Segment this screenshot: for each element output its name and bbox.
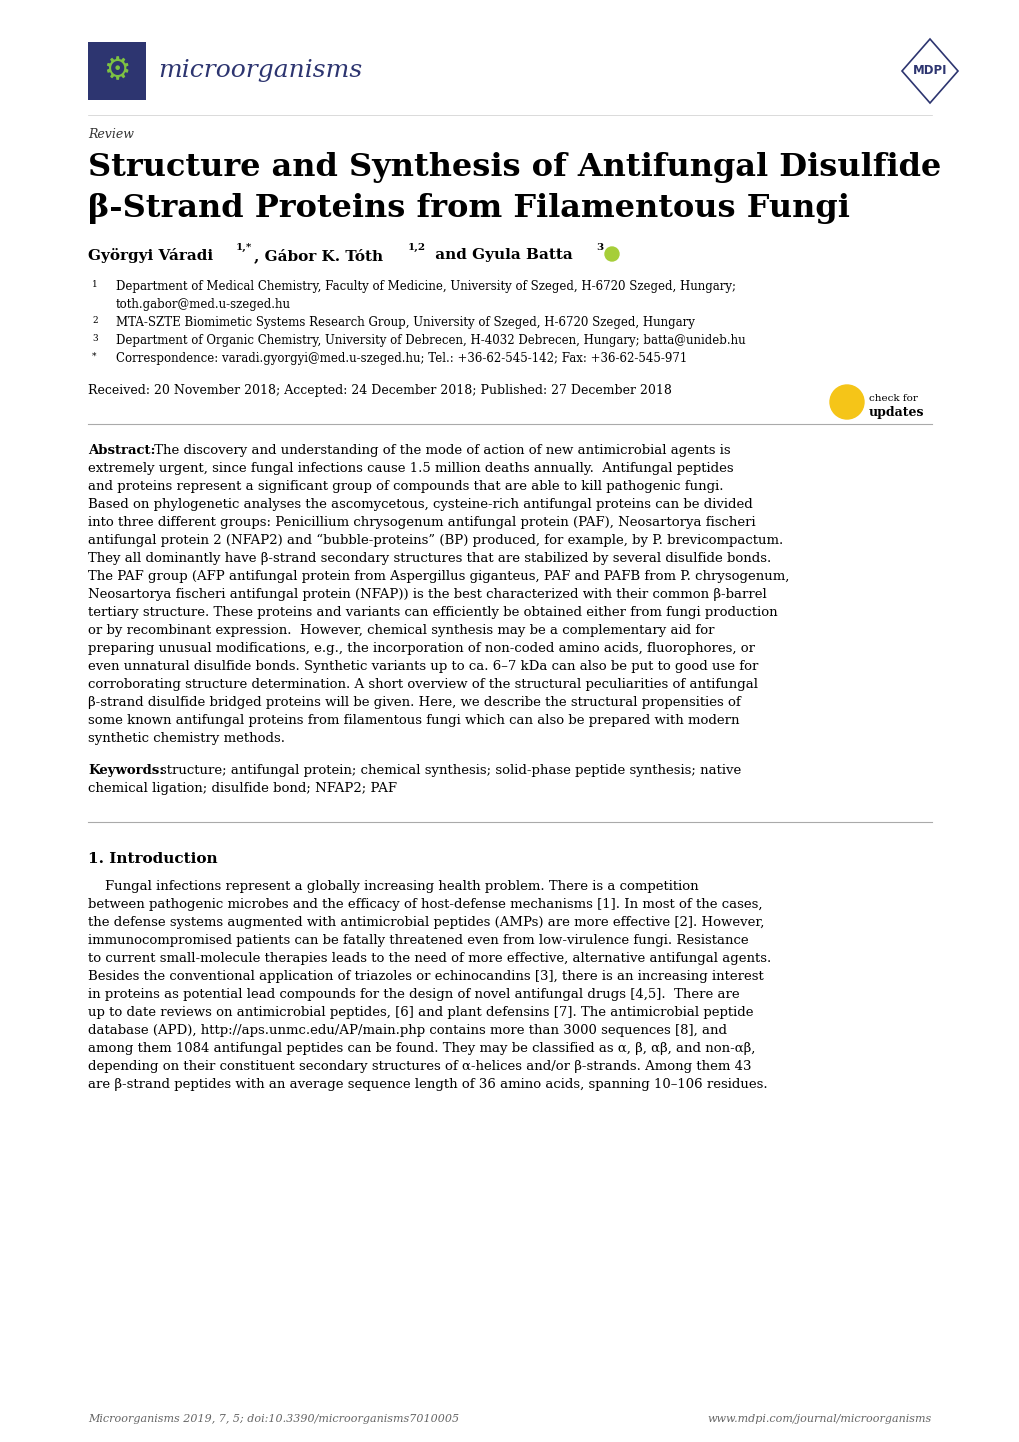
Text: Györgyi Váradi: Györgyi Váradi <box>88 248 213 262</box>
Text: The discovery and understanding of the mode of action of new antimicrobial agent: The discovery and understanding of the m… <box>150 444 730 457</box>
Text: ✓: ✓ <box>840 395 853 410</box>
Text: the defense systems augmented with antimicrobial peptides (AMPs) are more effect: the defense systems augmented with antim… <box>88 916 763 929</box>
Text: antifungal protein 2 (NFAP2) and “bubble-proteins” (BP) produced, for example, b: antifungal protein 2 (NFAP2) and “bubble… <box>88 534 783 547</box>
Text: Neosartorya fischeri antifungal protein (NFAP)) is the best characterized with t: Neosartorya fischeri antifungal protein … <box>88 588 766 601</box>
Text: 1,*: 1,* <box>235 244 252 252</box>
Text: corroborating structure determination. A short overview of the structural peculi: corroborating structure determination. A… <box>88 678 757 691</box>
Text: Department of Organic Chemistry, University of Debrecen, H-4032 Debrecen, Hungar: Department of Organic Chemistry, Univers… <box>116 335 745 348</box>
Text: The PAF group (AFP antifungal protein from Aspergillus giganteus, PAF and PAFB f: The PAF group (AFP antifungal protein fr… <box>88 570 789 583</box>
Text: Structure and Synthesis of Antifungal Disulfide: Structure and Synthesis of Antifungal Di… <box>88 151 941 183</box>
Text: 1: 1 <box>92 280 98 288</box>
Text: in proteins as potential lead compounds for the design of novel antifungal drugs: in proteins as potential lead compounds … <box>88 988 739 1001</box>
Text: between pathogenic microbes and the efficacy of host-defense mechanisms [1]. In : between pathogenic microbes and the effi… <box>88 898 762 911</box>
Circle shape <box>604 247 619 261</box>
Text: and Gyula Batta: and Gyula Batta <box>430 248 573 262</box>
Text: into three different groups: Penicillium chrysogenum antifungal protein (PAF), N: into three different groups: Penicillium… <box>88 516 755 529</box>
Text: some known antifungal proteins from filamentous fungi which can also be prepared: some known antifungal proteins from fila… <box>88 714 739 727</box>
Text: MTA-SZTE Biomimetic Systems Research Group, University of Szeged, H-6720 Szeged,: MTA-SZTE Biomimetic Systems Research Gro… <box>116 316 694 329</box>
Text: among them 1084 antifungal peptides can be found. They may be classified as α, β: among them 1084 antifungal peptides can … <box>88 1043 755 1056</box>
Text: Correspondence: varadi.gyorgyi@med.u-szeged.hu; Tel.: +36-62-545-142; Fax: +36-6: Correspondence: varadi.gyorgyi@med.u-sze… <box>116 352 687 365</box>
Text: β-Strand Proteins from Filamentous Fungi: β-Strand Proteins from Filamentous Fungi <box>88 193 849 224</box>
Text: microorganisms: microorganisms <box>158 59 362 82</box>
Text: 1,2: 1,2 <box>408 244 426 252</box>
Text: ⚙: ⚙ <box>103 56 130 85</box>
Text: MDPI: MDPI <box>912 65 947 78</box>
Text: toth.gabor@med.u-szeged.hu: toth.gabor@med.u-szeged.hu <box>116 298 290 311</box>
Text: synthetic chemistry methods.: synthetic chemistry methods. <box>88 733 284 746</box>
Text: check for: check for <box>868 394 917 402</box>
Text: updates: updates <box>868 407 923 420</box>
Text: extremely urgent, since fungal infections cause 1.5 million deaths annually.  An: extremely urgent, since fungal infection… <box>88 461 733 474</box>
Text: , Gábor K. Tóth: , Gábor K. Tóth <box>254 248 383 262</box>
Text: Microorganisms 2019, 7, 5; doi:10.3390/microorganisms7010005: Microorganisms 2019, 7, 5; doi:10.3390/m… <box>88 1415 459 1425</box>
Text: They all dominantly have β-strand secondary structures that are stabilized by se: They all dominantly have β-strand second… <box>88 552 770 565</box>
Text: tertiary structure. These proteins and variants can efficiently be obtained eith: tertiary structure. These proteins and v… <box>88 606 776 619</box>
Text: iD: iD <box>608 251 614 257</box>
Text: database (APD), http://aps.unmc.edu/AP/main.php contains more than 3000 sequence: database (APD), http://aps.unmc.edu/AP/m… <box>88 1024 727 1037</box>
Text: Department of Medical Chemistry, Faculty of Medicine, University of Szeged, H-67: Department of Medical Chemistry, Faculty… <box>116 280 736 293</box>
Text: 1. Introduction: 1. Introduction <box>88 852 217 867</box>
Polygon shape <box>901 39 957 102</box>
Text: Keywords:: Keywords: <box>88 764 164 777</box>
Text: Besides the conventional application of triazoles or echinocandins [3], there is: Besides the conventional application of … <box>88 970 763 983</box>
Text: immunocompromised patients can be fatally threatened even from low-virulence fun: immunocompromised patients can be fatall… <box>88 934 748 947</box>
Text: β-strand disulfide bridged proteins will be given. Here, we describe the structu: β-strand disulfide bridged proteins will… <box>88 696 740 709</box>
Text: Review: Review <box>88 128 133 141</box>
Text: or by recombinant expression.  However, chemical synthesis may be a complementar: or by recombinant expression. However, c… <box>88 624 713 637</box>
Text: structure; antifungal protein; chemical synthesis; solid-phase peptide synthesis: structure; antifungal protein; chemical … <box>160 764 741 777</box>
Text: Abstract:: Abstract: <box>88 444 155 457</box>
Text: and proteins represent a significant group of compounds that are able to kill pa: and proteins represent a significant gro… <box>88 480 722 493</box>
Text: even unnatural disulfide bonds. Synthetic variants up to ca. 6–7 kDa can also be: even unnatural disulfide bonds. Syntheti… <box>88 660 758 673</box>
Text: www.mdpi.com/journal/microorganisms: www.mdpi.com/journal/microorganisms <box>707 1415 931 1425</box>
Text: Received: 20 November 2018; Accepted: 24 December 2018; Published: 27 December 2: Received: 20 November 2018; Accepted: 24… <box>88 384 672 397</box>
Circle shape <box>829 385 863 420</box>
Text: Based on phylogenetic analyses the ascomycetous, cysteine-rich antifungal protei: Based on phylogenetic analyses the ascom… <box>88 497 752 510</box>
Text: 3: 3 <box>92 335 98 343</box>
Text: preparing unusual modifications, e.g., the incorporation of non-coded amino acid: preparing unusual modifications, e.g., t… <box>88 642 754 655</box>
Text: are β-strand peptides with an average sequence length of 36 amino acids, spannin: are β-strand peptides with an average se… <box>88 1079 767 1092</box>
Text: depending on their constituent secondary structures of α-helices and/or β-strand: depending on their constituent secondary… <box>88 1060 751 1073</box>
Text: up to date reviews on antimicrobial peptides, [6] and plant defensins [7]. The a: up to date reviews on antimicrobial pept… <box>88 1007 753 1019</box>
Text: chemical ligation; disulfide bond; NFAP2; PAF: chemical ligation; disulfide bond; NFAP2… <box>88 782 396 795</box>
Text: Fungal infections represent a globally increasing health problem. There is a com: Fungal infections represent a globally i… <box>88 880 698 893</box>
Text: to current small-molecule therapies leads to the need of more effective, alterna: to current small-molecule therapies lead… <box>88 952 770 965</box>
FancyBboxPatch shape <box>88 42 146 99</box>
Text: *: * <box>92 352 97 360</box>
Text: 2: 2 <box>92 316 98 324</box>
Text: 3: 3 <box>595 244 602 252</box>
